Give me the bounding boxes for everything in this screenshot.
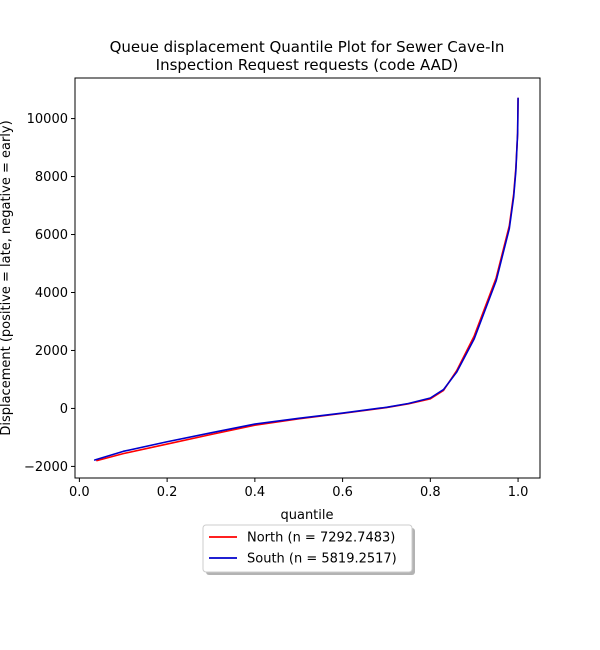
y-tick-label: 6000 [35,228,68,243]
y-tick-label: 8000 [35,170,68,185]
x-axis-ticks: 0.0 0.2 0.4 0.6 0.8 1.0 [69,478,528,500]
x-tick-label: 1.0 [508,485,529,500]
legend-items: North (n = 7292.7483) South (n = 5819.251… [209,531,397,567]
x-tick-label: 0.6 [332,485,353,500]
series-layer [93,97,519,462]
x-tick-label: 0.0 [69,485,90,500]
y-tick-label: 2000 [35,344,68,359]
y-tick-label: −2000 [24,460,68,475]
y-axis-ticks: −2000 0 2000 4000 6000 8000 10000 [24,112,75,475]
legend-label-south: South (n = 5819.2517) [247,552,397,567]
series-line-south [93,97,519,461]
legend-label-north: North (n = 7292.7483) [247,531,395,546]
axes-frame [74,77,541,479]
y-tick-label: 10000 [27,112,68,127]
plot-area: 0.0 0.2 0.4 0.6 0.8 1.0 −2000 0 2000 4000 6000 800… [24,77,541,500]
y-tick-label: 4000 [35,286,68,301]
x-tick-label: 0.4 [245,485,266,500]
legend-box [202,524,413,573]
y-axis-label: Displacement (positive = late, negative … [0,120,14,435]
legend: North (n = 7292.7483) South (n = 5819.251… [202,524,415,575]
y-tick-label: 0 [60,402,68,417]
chart-title-line-2: Inspection Request requests (code AAD) [156,56,459,74]
x-tick-label: 0.8 [420,485,441,500]
x-axis-label: quantile [280,508,333,523]
chart-title-line-1: Queue displacement Quantile Plot for Sew… [110,38,505,56]
x-tick-label: 0.2 [157,485,178,500]
